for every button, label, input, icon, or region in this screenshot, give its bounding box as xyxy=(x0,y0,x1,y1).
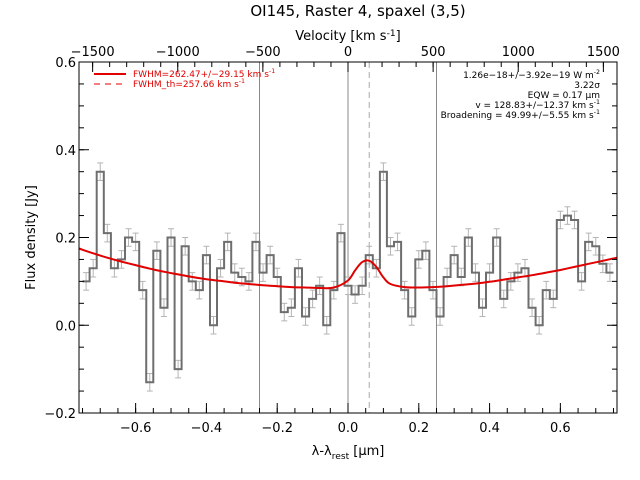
fit-annotation: EQW = 0.17 μm xyxy=(528,91,600,101)
axes: −0.6 −0.4 −0.2 0.0 0.2 0.4 0.6−1500 −1000 −500 0 5… xyxy=(44,45,620,436)
y-axis-label: Flux density [Jy] xyxy=(24,185,39,290)
axis-labels: OI145, Raster 4, spaxel (3,5) Velocity [k… xyxy=(24,2,466,462)
top-tick-label: −1000 xyxy=(156,45,200,60)
legend-label: FWHM=262.47+/−29.15 km s-1 xyxy=(133,68,275,80)
y-tick-label: −0.2 xyxy=(44,407,76,422)
fit-series xyxy=(78,247,618,290)
y-tick-label: 0.4 xyxy=(55,144,76,159)
x-tick-label: 0.6 xyxy=(550,421,571,436)
x-axis-label: λ-λrest [μm] xyxy=(312,444,385,462)
top-tick-label: 1500 xyxy=(587,45,620,60)
x-tick-label: 0.0 xyxy=(338,421,359,436)
top-axis-label: Velocity [km s-1] xyxy=(295,29,400,44)
fit-annotation: Broadening = 49.99+/−5.55 km s-1 xyxy=(441,109,600,121)
top-tick-label: 500 xyxy=(421,45,446,60)
fit-annotation: 3.22σ xyxy=(574,81,600,91)
x-tick-label: −0.2 xyxy=(261,421,293,436)
x-tick-label: −0.4 xyxy=(191,421,223,436)
reference-lines xyxy=(259,62,437,413)
y-tick-label: 0.2 xyxy=(55,232,76,247)
legend: FWHM=262.47+/−29.15 km s-1FWHM_th=257.66… xyxy=(94,68,275,90)
fit-curve xyxy=(78,247,618,290)
spectrum-series xyxy=(82,170,614,384)
y-tick-label: 0.6 xyxy=(55,56,76,71)
top-tick-label: −500 xyxy=(245,45,281,60)
spectrum-step-line xyxy=(82,170,614,384)
top-tick-label: 0 xyxy=(344,45,352,60)
x-tick-label: 0.2 xyxy=(408,421,429,436)
y-tick-label: 0.0 xyxy=(55,319,76,334)
x-tick-label: −0.6 xyxy=(120,421,152,436)
fit-annotation: 1.26e−18+/−3.92e−19 W m-2 xyxy=(463,69,600,81)
chart-title: OI145, Raster 4, spaxel (3,5) xyxy=(250,2,465,20)
top-tick-label: 1000 xyxy=(502,45,535,60)
x-tick-label: 0.4 xyxy=(479,421,500,436)
legend-label: FWHM_th=257.66 km s-1 xyxy=(133,78,245,90)
top-tick-label: −1500 xyxy=(71,45,115,60)
fit-annotation: v = 128.83+/−12.37 km s-1 xyxy=(475,99,600,111)
